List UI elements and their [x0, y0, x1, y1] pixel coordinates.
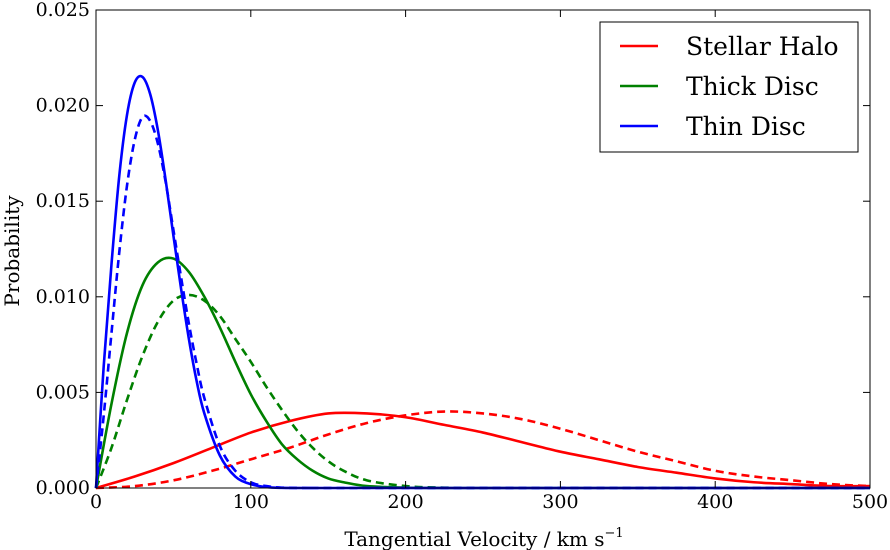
y-tick-label: 0.020 — [36, 95, 90, 117]
legend-label-stellar-halo: Stellar Halo — [686, 32, 839, 61]
y-axis-label: Probability — [0, 195, 24, 307]
y-tick-label: 0.025 — [36, 0, 90, 21]
plot-frame — [95, 9, 871, 489]
y-tick-label: 0.000 — [36, 477, 90, 499]
x-tick-label: 100 — [233, 491, 269, 513]
y-tick-label: 0.010 — [36, 286, 90, 308]
legend-label-thin-disc: Thin Disc — [686, 112, 806, 141]
ticks-layer — [95, 9, 871, 489]
y-tick-label: 0.005 — [36, 381, 90, 403]
x-tick-label: 400 — [697, 491, 733, 513]
series-line-stellar-halo-dashed — [95, 410, 871, 490]
x-tick-label: 500 — [852, 491, 888, 513]
y-tick-label: 0.015 — [36, 190, 90, 212]
x-tick-label: 0 — [90, 491, 102, 513]
x-axis-label: Tangential Velocity / km s−1 — [344, 526, 623, 550]
legend-label-thick-disc: Thick Disc — [686, 72, 819, 101]
series-line-thick-disc-dashed — [94, 293, 870, 490]
x-axis-label-exponent: −1 — [605, 526, 624, 541]
x-tick-label: 300 — [542, 491, 578, 513]
series-line-thick-disc — [94, 256, 870, 490]
series-line-stellar-halo — [95, 411, 871, 490]
x-tick-label: 200 — [387, 491, 423, 513]
tick-labels: 0 100 200 300 400 500 0.000 0.005 0.010 0.015 0.02… — [36, 0, 889, 513]
legend: Stellar Halo Thick Disc Thin Disc — [599, 21, 859, 153]
x-axis-label-text: Tangential Velocity / km s — [344, 527, 604, 550]
